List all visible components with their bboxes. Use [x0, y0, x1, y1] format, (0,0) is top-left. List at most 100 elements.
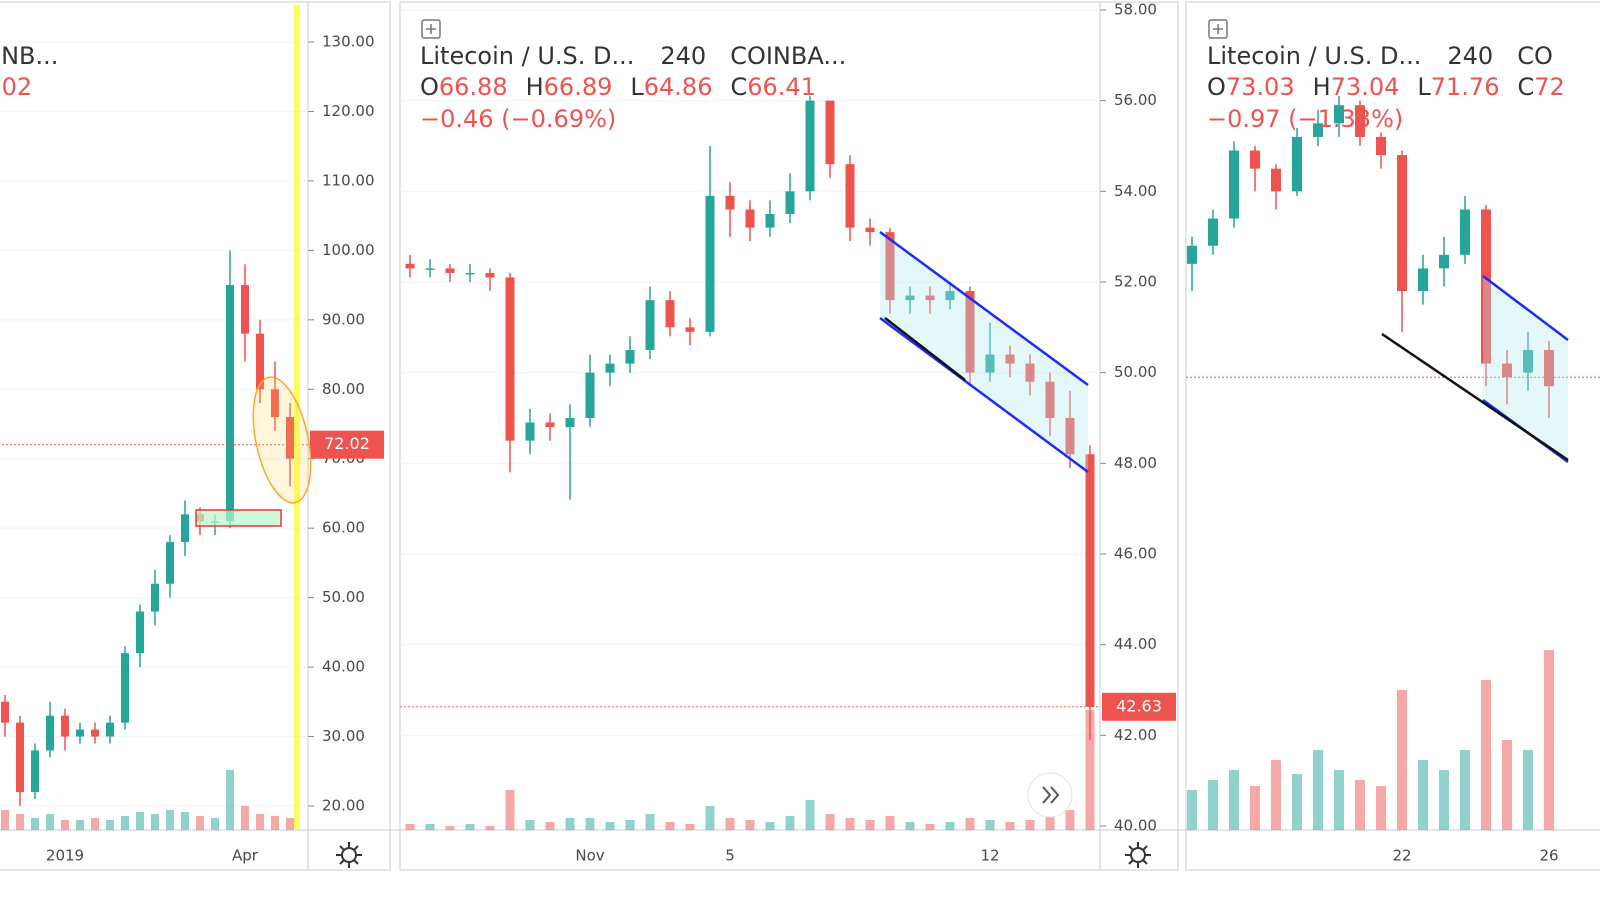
- candle-body: [1418, 268, 1428, 292]
- candle-body: [256, 333, 264, 390]
- volume-bar: [91, 818, 99, 830]
- candle-body: [121, 653, 129, 723]
- y-tick-label: 90.00: [322, 310, 365, 328]
- volume-bar: [1418, 760, 1428, 830]
- candle-body: [1460, 209, 1470, 255]
- volume-bar: [785, 816, 795, 830]
- x-tick-label: Apr: [232, 847, 259, 865]
- candle-body: [1065, 418, 1075, 455]
- candle-body: [965, 291, 975, 373]
- settings-icon[interactable]: [336, 842, 362, 868]
- volume-bar: [226, 770, 234, 830]
- candle-body: [1208, 218, 1218, 246]
- candle-body: [76, 729, 84, 737]
- y-tick-label: 110.00: [322, 171, 375, 189]
- candle-body: [226, 285, 234, 522]
- volume-bar: [61, 820, 69, 830]
- candle-body: [286, 417, 294, 459]
- volume-bar: [1045, 816, 1055, 830]
- candle-body: [1502, 363, 1512, 378]
- volume-bar: [765, 822, 775, 830]
- candle-body: [136, 611, 144, 654]
- candle-body: [61, 715, 69, 737]
- candle-body: [785, 191, 795, 214]
- volume-bar: [885, 816, 895, 830]
- legend-ohlc: O73.03 H73.04 L71.76 C72: [1207, 73, 1565, 101]
- candle-body: [845, 164, 855, 228]
- volume-bar: [805, 800, 815, 830]
- candle-body: [1397, 155, 1407, 292]
- y-tick-label: 80.00: [322, 380, 365, 398]
- legend-item: H: [1313, 73, 1331, 101]
- candle-body: [745, 209, 755, 228]
- volume-bar: [256, 814, 264, 830]
- trend-line: [884, 317, 966, 381]
- expand-icon[interactable]: [421, 19, 441, 39]
- legend-item: Litecoin / U.S. D...: [420, 42, 634, 70]
- candle-body: [181, 514, 189, 543]
- volume-bar: [241, 806, 249, 830]
- candle-body: [765, 214, 775, 228]
- panel-frame: [399, 1, 1179, 871]
- panel-frame: [1185, 1, 1600, 871]
- legend-item: C: [1517, 73, 1534, 101]
- legend-item: O: [1207, 73, 1226, 101]
- y-tick-label: 40.00: [322, 658, 365, 676]
- candle-body: [1481, 209, 1491, 364]
- y-tick-label: 48.00: [1114, 454, 1157, 472]
- candle-body: [445, 268, 455, 273]
- volume-bar: [665, 822, 675, 830]
- volume-bar: [1397, 690, 1407, 830]
- scroll-button[interactable]: [1027, 772, 1073, 818]
- volume-bar: [425, 824, 435, 830]
- volume-bar: [166, 810, 174, 830]
- volume-bar: [136, 812, 144, 830]
- volume-bar: [151, 814, 159, 830]
- candle-body: [645, 300, 655, 350]
- y-tick-label: 50.00: [1114, 363, 1157, 381]
- volume-bar: [945, 822, 955, 830]
- volume-bar: [865, 820, 875, 830]
- x-tick-label: 5: [725, 847, 735, 865]
- candle-body: [1376, 136, 1386, 156]
- volume-bar: [605, 822, 615, 830]
- y-tick-label: 120.00: [322, 102, 375, 120]
- candle-body: [945, 291, 955, 301]
- volume-bar: [286, 818, 294, 830]
- x-tick-label: 26: [1539, 847, 1558, 865]
- candle-body: [545, 422, 555, 428]
- candle-body: [1025, 363, 1035, 382]
- channel-fill: [880, 232, 1088, 472]
- y-tick-label: 54.00: [1114, 182, 1157, 200]
- volume-bar: [445, 826, 455, 830]
- y-tick-label: 100.00: [322, 241, 375, 259]
- y-tick-label: 52.00: [1114, 273, 1157, 291]
- candle-body: [685, 327, 695, 332]
- legend-item: COINBA...: [730, 42, 846, 70]
- volume-bar: [1187, 790, 1197, 830]
- candle-body: [1313, 123, 1323, 137]
- expand-icon[interactable]: [1208, 19, 1228, 39]
- y-tick-label: 30.00: [322, 727, 365, 745]
- panel-frame: [0, 1, 391, 871]
- volume-bar: [625, 820, 635, 830]
- x-tick-label: 22: [1392, 847, 1411, 865]
- legend-item: 64.86: [644, 73, 713, 101]
- volume-bar: [1355, 780, 1365, 830]
- legend-change: −0.46 (−0.69%): [420, 105, 616, 133]
- volume-bar: [645, 814, 655, 830]
- price-tag: [310, 430, 384, 459]
- candle-body: [525, 422, 535, 441]
- candle-body: [605, 363, 615, 373]
- candle-body: [46, 715, 54, 751]
- legend-item: O: [420, 73, 439, 101]
- legend-title: Litecoin / U.S. D... 240 CO: [1207, 42, 1553, 70]
- volume-bar: [31, 818, 39, 830]
- x-tick-label: Nov: [575, 847, 604, 865]
- candle-body: [1045, 381, 1055, 418]
- candle-body: [241, 285, 249, 334]
- legend-ohlc: O66.88 H66.89 L64.86 C66.41: [420, 73, 816, 101]
- volume-bar: [1, 810, 9, 830]
- settings-icon[interactable]: [1125, 842, 1151, 868]
